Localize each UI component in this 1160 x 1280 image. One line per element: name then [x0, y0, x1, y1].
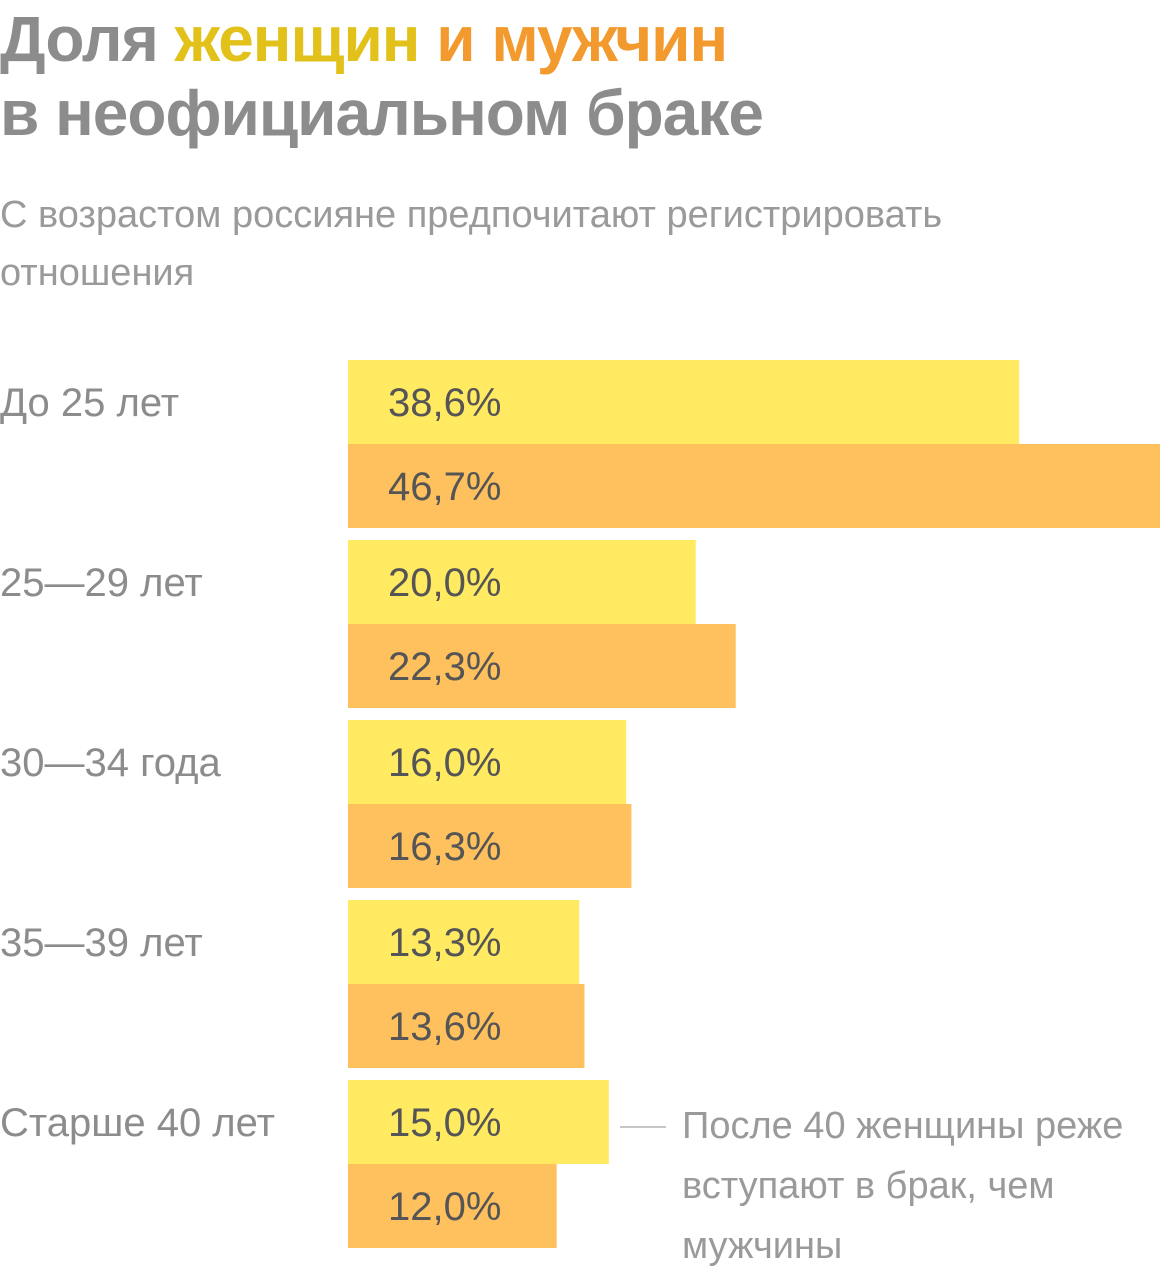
- value-label-women-1: 20,0%: [388, 561, 501, 605]
- title-part1: Доля: [0, 3, 175, 75]
- annotation-leader-line: [620, 1126, 666, 1128]
- bar-women-1: [348, 540, 696, 624]
- category-label-1: 25—29 лет: [0, 561, 203, 605]
- category-label-0: До 25 лет: [0, 381, 179, 425]
- title-men: и мужчин: [436, 3, 728, 75]
- bar-women-2: [348, 720, 627, 804]
- value-label-men-1: 22,3%: [388, 645, 501, 689]
- value-label-men-2: 16,3%: [388, 825, 501, 869]
- value-label-women-0: 38,6%: [388, 381, 501, 425]
- title-line2: в неофициальном браке: [0, 77, 764, 149]
- bar-men-2: [348, 804, 632, 888]
- bar-men-1: [348, 624, 736, 708]
- value-label-men-3: 13,6%: [388, 1005, 501, 1049]
- annotation-text: После 40 женщины реже вступают в брак, ч…: [682, 1105, 1124, 1267]
- bar-men-3: [348, 984, 585, 1068]
- category-label-3: 35—39 лет: [0, 921, 203, 965]
- chart-subtitle: С возрастом россияне предпочитают регист…: [0, 194, 943, 294]
- bar-men-4: [348, 1164, 557, 1248]
- bar-men-0: [348, 444, 1160, 528]
- bar-women-0: [348, 360, 1020, 444]
- bar-women-3: [348, 900, 580, 984]
- category-label-2: 30—34 года: [0, 741, 222, 785]
- value-label-men-0: 46,7%: [388, 465, 501, 509]
- chart-title: Доля женщин и мужчин в неофициальном брак…: [0, 2, 1160, 150]
- category-label-4: Старше 40 лет: [0, 1101, 275, 1145]
- bar-women-4: [348, 1080, 609, 1164]
- value-label-men-4: 12,0%: [388, 1185, 501, 1229]
- title-women: женщин: [174, 3, 421, 75]
- value-label-women-4: 15,0%: [388, 1101, 501, 1145]
- value-label-women-3: 13,3%: [388, 921, 501, 965]
- value-label-women-2: 16,0%: [388, 741, 501, 785]
